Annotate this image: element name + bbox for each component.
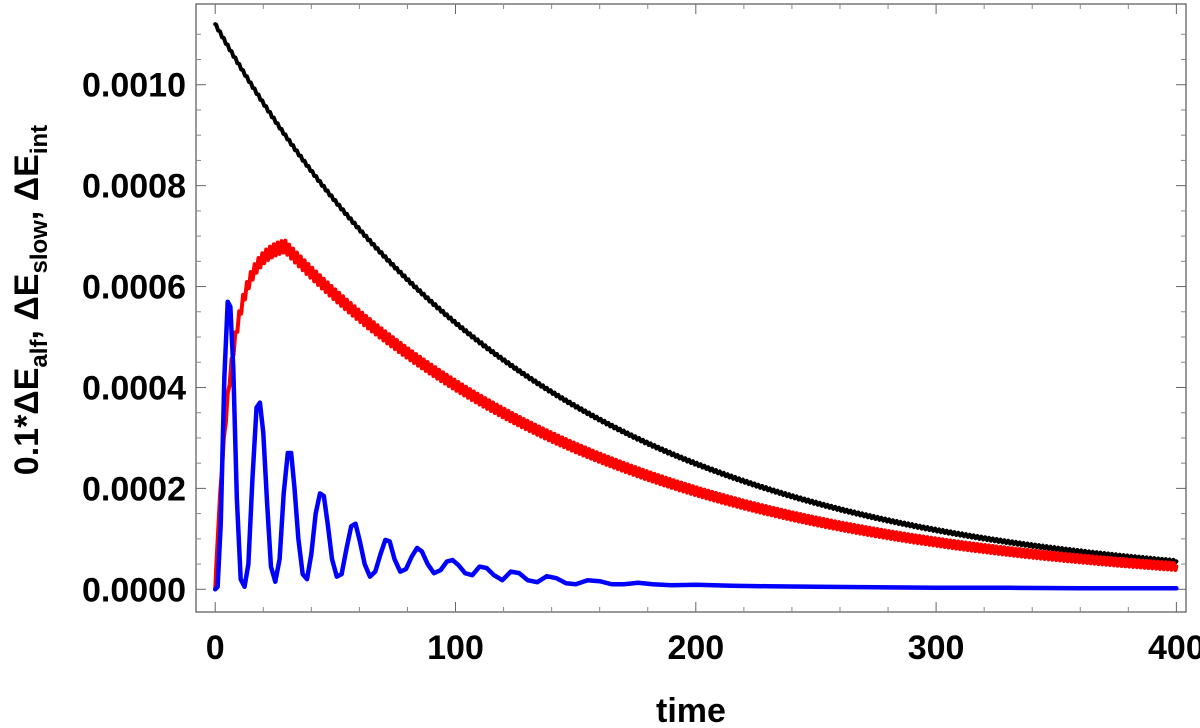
x-axis-label: time (656, 692, 726, 728)
y-label-separator-1: , (8, 321, 46, 340)
x-tick-label: 400 (1148, 629, 1200, 667)
y-label-sub-slow: slow (26, 220, 53, 274)
series-blue-line (212, 299, 1179, 592)
series-group (212, 22, 1179, 592)
y-label-multiply: * (8, 414, 46, 428)
y-tick-label: 0.0002 (82, 470, 186, 508)
y-label-delta-1: Δ (8, 390, 46, 414)
y-label-sub-int: int (26, 125, 53, 154)
x-tick-label: 200 (667, 629, 724, 667)
x-tick-label: 0 (206, 629, 225, 667)
y-axis-ticks: 0.0000 0.0002 0.0004 0.0006 0.0008 0.0010 (82, 33, 1186, 609)
y-tick-label: 0.0010 (82, 67, 186, 105)
x-tick-label: 300 (908, 629, 965, 667)
y-label-energy-2: E (8, 274, 46, 297)
y-tick-label: 0.0000 (82, 571, 186, 609)
y-tick-label: 0.0008 (82, 168, 186, 206)
x-tick-label: 100 (427, 629, 484, 667)
y-tick-label: 0.0006 (82, 269, 186, 307)
y-axis-label: 0.1*ΔEalf, ΔEslow, ΔEint (8, 125, 53, 475)
plot-frame (195, 3, 1187, 613)
y-tick-label: 0.0004 (82, 369, 186, 407)
series-black-line (213, 22, 1179, 565)
y-label-delta-3: Δ (8, 177, 46, 201)
y-label-delta-2: Δ (8, 296, 46, 320)
y-label-energy-3: E (8, 154, 46, 177)
y-label-separator-2: , (8, 201, 46, 220)
y-label-energy-1: E (8, 368, 46, 391)
series-red-line (213, 238, 1179, 592)
y-label-coefficient: 0.1 (8, 428, 46, 475)
y-label-sub-alf: alf (26, 339, 53, 368)
x-axis-ticks: 0 100 200 300 400 (206, 4, 1200, 667)
